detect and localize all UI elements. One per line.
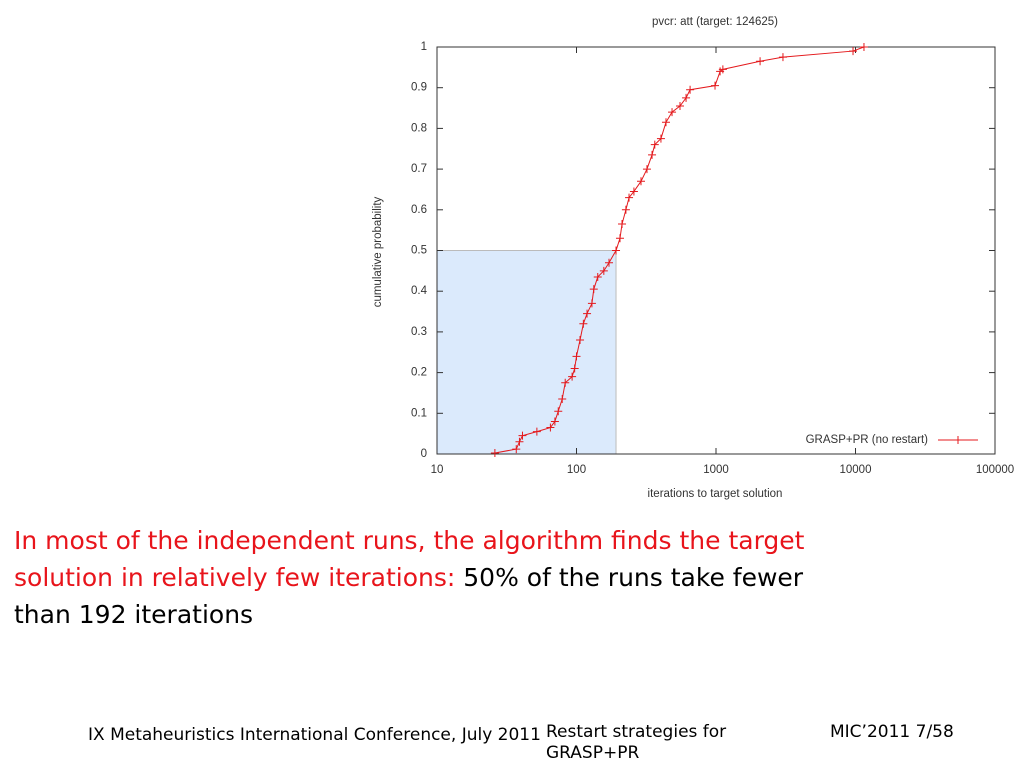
data-point <box>686 85 695 94</box>
data-point <box>650 140 659 149</box>
x-tick-label: 10000 <box>840 464 872 476</box>
data-point <box>515 437 524 446</box>
y-tick-label: 0.9 <box>411 82 427 94</box>
footer-right: MIC’2011 7/58 <box>830 722 954 742</box>
legend-marker <box>954 436 962 444</box>
y-tick-label: 0.4 <box>411 285 428 297</box>
data-point <box>587 299 596 308</box>
data-point <box>561 378 570 387</box>
data-point <box>558 395 567 404</box>
data-point <box>490 448 499 457</box>
y-tick-label: 0 <box>421 448 427 460</box>
data-point <box>532 427 541 436</box>
data-point <box>599 266 608 275</box>
data-point <box>625 193 634 202</box>
y-tick-label: 0.7 <box>411 163 427 175</box>
data-point <box>682 93 691 102</box>
data-point <box>629 187 638 196</box>
data-point <box>579 319 588 328</box>
data-point <box>656 134 665 143</box>
highlight-region <box>436 250 617 455</box>
y-tick-label: 0.2 <box>411 367 427 379</box>
data-point <box>568 372 577 381</box>
data-point <box>512 445 521 454</box>
data-point <box>589 285 598 294</box>
data-point <box>593 272 602 281</box>
y-tick-label: 0.1 <box>411 407 427 419</box>
y-tick-label: 0.3 <box>411 326 427 338</box>
x-tick-label: 100000 <box>976 464 1014 476</box>
y-tick-label: 0.5 <box>411 245 427 257</box>
data-point <box>676 102 684 111</box>
footer-left: IX Metaheuristics International Conferen… <box>88 725 541 745</box>
data-point <box>618 220 627 229</box>
series-line <box>494 46 865 454</box>
data-point <box>756 57 765 66</box>
data-point <box>615 234 624 243</box>
data-point <box>711 81 720 90</box>
data-point <box>642 165 651 174</box>
chart-title: pvcr: att (target: 124625) <box>652 16 778 28</box>
x-axis-label: iterations to target solution <box>648 488 783 500</box>
data-point <box>583 309 592 318</box>
data-point <box>518 431 527 440</box>
x-tick-label: 10 <box>431 464 444 476</box>
data-point <box>859 43 868 51</box>
data-point <box>570 364 579 373</box>
x-tick-label: 1000 <box>703 464 729 476</box>
y-axis-label: cumulative probability <box>372 196 384 307</box>
data-point <box>637 177 646 186</box>
data-point <box>605 258 614 267</box>
data-point <box>648 150 657 159</box>
footer-center: Restart strategies for GRASP+PR <box>546 722 727 763</box>
data-point <box>554 407 563 416</box>
data-point <box>621 205 630 214</box>
caption-text: 50% of the runs take fewer than 192 iter… <box>14 563 804 629</box>
data-point <box>718 65 727 74</box>
y-tick-label: 0.8 <box>411 122 427 134</box>
data-point <box>661 118 670 127</box>
data-point <box>572 352 581 361</box>
caption: In most of the independent runs, the alg… <box>14 522 864 633</box>
data-point <box>546 423 555 432</box>
y-tick-label: 0.6 <box>411 204 427 216</box>
data-point <box>612 246 621 255</box>
data-point <box>668 108 677 117</box>
data-point <box>576 336 585 345</box>
y-tick-label: 1 <box>421 41 427 53</box>
legend-label: GRASP+PR (no restart) <box>806 434 929 446</box>
caption-highlight: In most of the independent runs, the alg… <box>14 526 805 592</box>
data-point <box>550 417 559 426</box>
x-tick-label: 100 <box>567 464 586 476</box>
data-point <box>778 53 787 62</box>
data-point <box>849 47 858 56</box>
